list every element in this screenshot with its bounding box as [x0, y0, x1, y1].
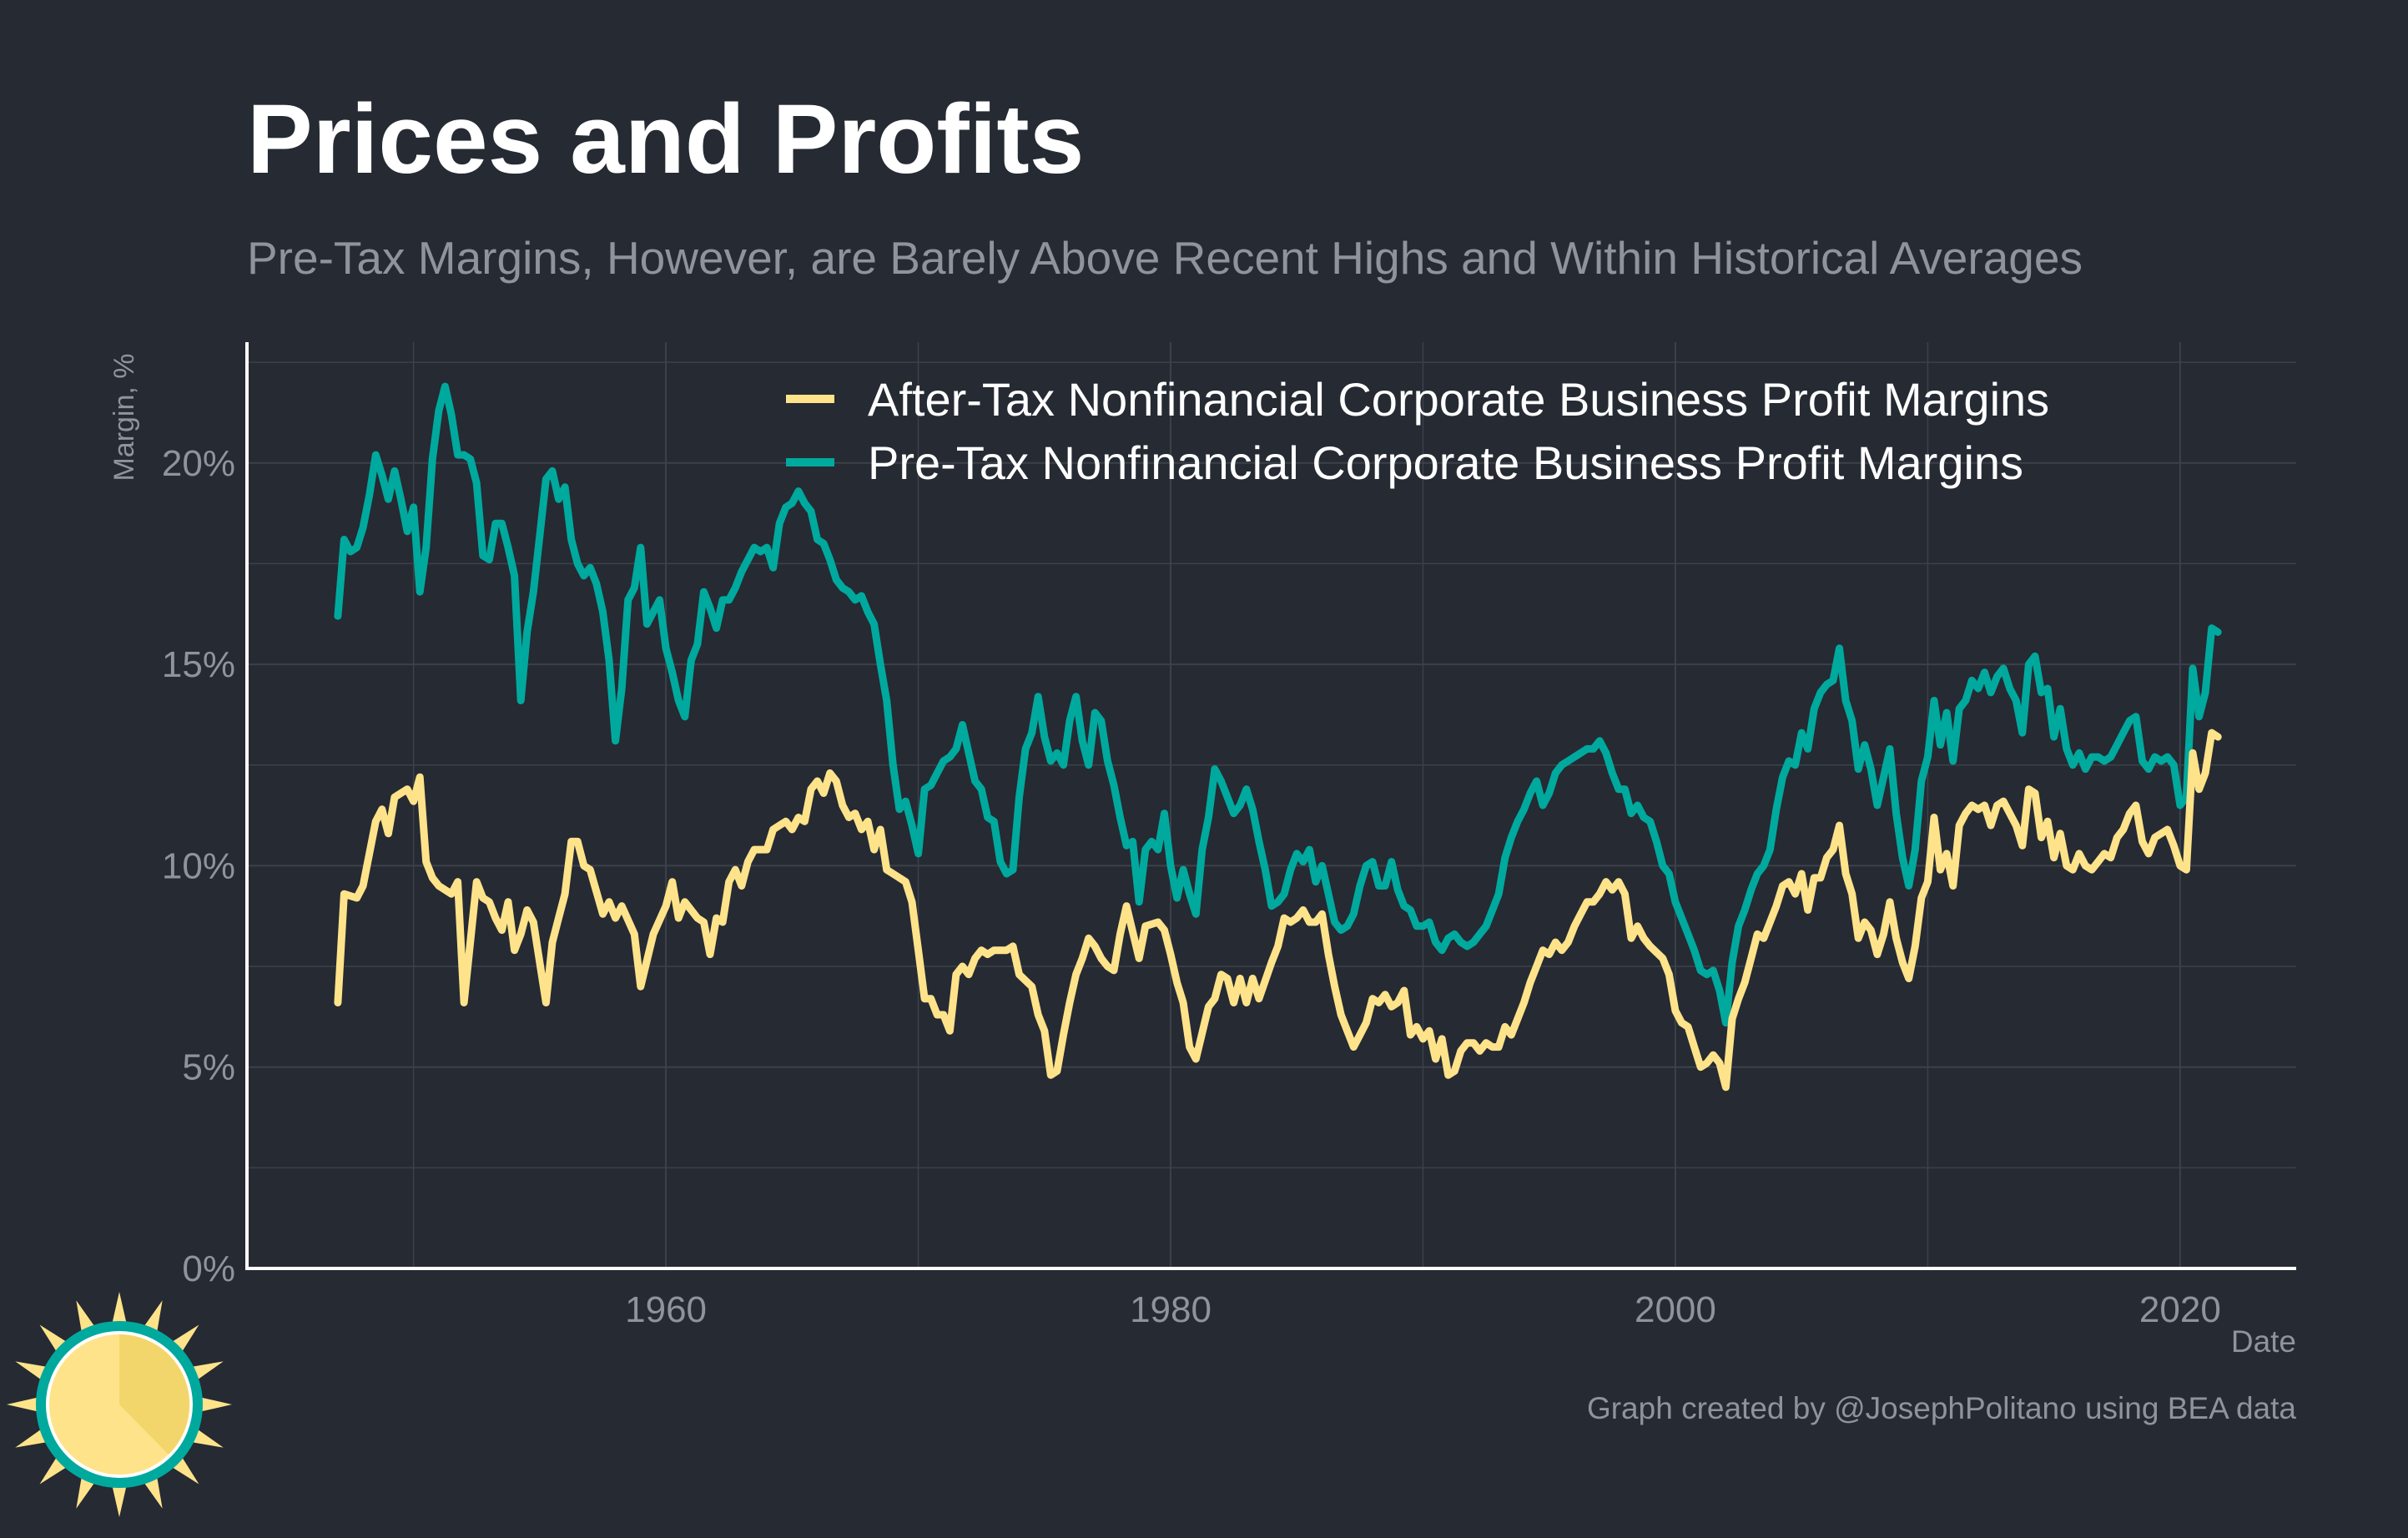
series-lines — [334, 382, 2222, 1092]
series-line-pre-tax — [334, 382, 2222, 1027]
legend: After-Tax Nonfinancial Corporate Busines… — [786, 373, 2049, 489]
sun-rays — [7, 1292, 232, 1517]
sun-ray — [7, 1396, 43, 1413]
caption: Graph created by @JosephPolitano using B… — [1587, 1391, 2296, 1425]
chart-title: Prices and Profits — [247, 84, 1085, 194]
chart-subtitle: Pre-Tax Margins, However, are Barely Abo… — [247, 232, 2083, 284]
x-tick-label: 1960 — [625, 1289, 707, 1330]
sun-icon — [7, 1292, 232, 1517]
legend-label: After-Tax Nonfinancial Corporate Busines… — [868, 373, 2049, 426]
y-axis-title: Margin, % — [108, 353, 140, 481]
y-tick-label: 0% — [182, 1248, 235, 1289]
legend-label: Pre-Tax Nonfinancial Corporate Business … — [868, 436, 2023, 489]
x-tick-label: 1980 — [1130, 1289, 1212, 1330]
series-line-after-tax — [334, 729, 2222, 1092]
y-tick-label: 10% — [162, 845, 235, 886]
sun-ray — [195, 1396, 232, 1413]
sun-ray — [111, 1292, 128, 1329]
x-tick-label: 2020 — [2139, 1289, 2221, 1330]
y-tick-label: 20% — [162, 443, 235, 484]
y-tick-label: 15% — [162, 644, 235, 685]
x-axis-title: Date — [2231, 1324, 2296, 1359]
axes: 0% 5% 10% 15% 20% 1960 1980 2000 2020 — [162, 342, 2296, 1330]
x-tick-label: 2000 — [1635, 1289, 1716, 1330]
sun-ray — [111, 1480, 128, 1517]
sun-shade — [119, 1334, 190, 1455]
y-tick-label: 5% — [182, 1047, 235, 1088]
